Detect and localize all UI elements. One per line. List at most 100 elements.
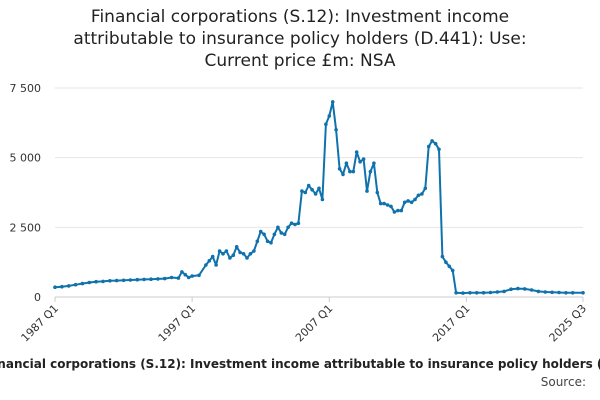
data-point [375,190,380,195]
data-point [128,278,133,282]
data-point [94,279,98,284]
y-tick-label: 0 [34,291,41,304]
data-point [423,186,428,191]
data-point [114,278,119,283]
data-point [210,254,215,259]
y-tick-label: 2 500 [10,221,42,234]
data-point [303,190,308,195]
data-point [80,281,85,286]
data-point [409,200,414,205]
data-point [186,275,191,280]
data-point [351,169,356,174]
data-point [241,252,246,256]
data-point [334,128,338,132]
data-point [433,141,438,146]
data-point [121,278,126,283]
data-point [516,286,520,291]
data-point [142,277,146,282]
data-point [396,208,400,213]
data-point [180,270,184,274]
data-point [231,253,236,257]
data-point [416,193,421,198]
data-point [245,256,249,260]
data-point [87,280,92,285]
data-point [149,277,153,282]
data-point [468,291,472,295]
data-point [156,277,160,281]
data-point [368,169,373,174]
data-point [265,239,270,244]
data-point [101,279,105,284]
data-point [365,189,369,193]
data-point [252,249,256,253]
data-point [378,201,383,206]
data-point [392,210,397,214]
data-point [529,288,534,292]
data-point [276,225,280,230]
y-tick-label: 7 500 [10,82,42,95]
series-line [54,100,583,295]
data-point [108,279,112,283]
data-point [413,197,417,202]
data-point [262,232,266,237]
x-tick-label: 1997 Q1 [156,302,199,345]
data-point [324,122,328,126]
data-point [310,187,314,192]
data-point [337,167,342,171]
data-point [437,147,441,152]
data-point [53,285,57,290]
data-point [440,254,445,259]
data-point [444,260,448,265]
title-line-2: attributable to insurance policy holders… [73,29,527,49]
data-point [269,240,273,245]
data-point [135,277,140,282]
data-point [406,199,410,203]
data-point [313,192,318,196]
data-point [341,172,345,177]
data-point [73,282,78,287]
data-point [183,272,188,277]
data-point [60,284,64,289]
data-point [570,291,575,295]
data-point [495,290,500,294]
chart-title: Financial corporations (S.12): Investmen… [0,6,600,72]
data-point [258,229,263,234]
data-point [255,239,260,244]
data-point [502,289,506,294]
data-point [344,161,349,165]
data-point [327,114,332,118]
data-point [426,144,431,149]
data-point [296,221,301,225]
data-point [509,287,513,292]
data-point [361,157,366,161]
data-point [248,252,253,256]
data-point [286,225,290,230]
data-point [399,208,404,213]
data-point [389,204,393,209]
data-point [454,291,458,295]
data-point [461,291,465,295]
data-point [217,249,222,253]
data-point [162,276,167,281]
data-point [204,263,208,267]
data-point [197,273,201,278]
data-point [358,160,362,164]
data-point [488,290,493,295]
data-point [207,259,212,263]
data-point [234,245,239,249]
data-point [221,252,225,256]
data-point [447,264,452,269]
data-point [317,186,321,191]
data-point [564,291,568,295]
data-point [450,268,455,273]
data-point [550,290,554,295]
data-point [282,232,287,237]
data-point [238,250,242,255]
x-tick-label: 2007 Q1 [293,302,336,345]
data-point [169,275,174,280]
x-tick-label: 1987 Q1 [19,302,62,345]
data-point [306,183,311,188]
data-point [557,290,561,295]
data-point [348,169,352,174]
